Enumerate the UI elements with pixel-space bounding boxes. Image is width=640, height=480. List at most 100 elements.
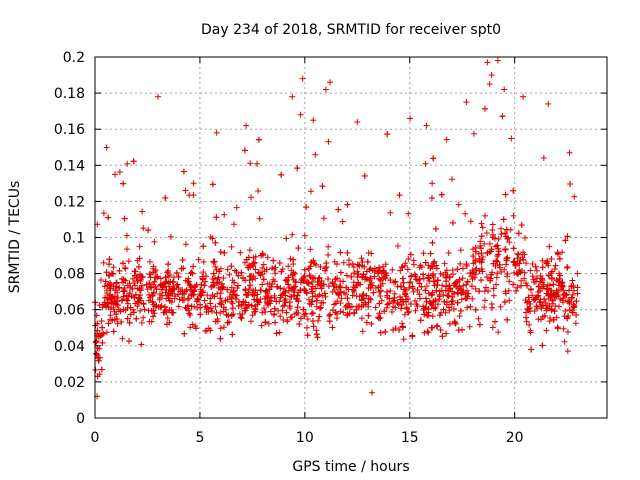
data-point xyxy=(340,309,347,316)
data-point xyxy=(462,210,469,217)
data-point xyxy=(381,273,388,280)
data-point xyxy=(221,249,228,256)
data-point xyxy=(429,239,436,246)
data-point xyxy=(552,262,559,269)
data-point xyxy=(501,86,508,93)
data-point xyxy=(353,282,360,289)
data-point xyxy=(307,188,314,195)
data-point xyxy=(252,287,259,294)
data-point xyxy=(407,115,414,122)
data-point xyxy=(470,253,477,260)
data-point xyxy=(481,105,488,112)
data-point xyxy=(527,267,534,274)
data-point xyxy=(312,261,319,268)
data-point xyxy=(470,130,477,137)
data-point xyxy=(134,298,141,305)
data-point xyxy=(170,285,177,292)
data-point xyxy=(363,319,370,326)
data-point xyxy=(368,320,375,327)
data-point xyxy=(472,306,479,313)
data-point xyxy=(503,226,510,233)
data-point xyxy=(122,264,129,271)
data-point xyxy=(421,311,428,318)
data-point xyxy=(475,250,482,257)
data-point xyxy=(263,287,270,294)
data-point xyxy=(235,302,242,309)
data-point xyxy=(260,276,267,283)
y-tick-label: 0.08 xyxy=(54,267,85,283)
data-point xyxy=(546,243,553,250)
data-point xyxy=(403,305,410,312)
data-point xyxy=(496,261,503,268)
data-point xyxy=(175,284,182,291)
data-point xyxy=(412,307,419,314)
data-point xyxy=(96,345,103,352)
data-point xyxy=(313,331,320,338)
data-point xyxy=(520,93,527,100)
data-point xyxy=(262,295,269,302)
data-point xyxy=(443,283,450,290)
data-point xyxy=(277,285,284,292)
data-point xyxy=(344,295,351,302)
data-point xyxy=(316,291,323,298)
data-point xyxy=(231,279,238,286)
data-point xyxy=(515,230,522,237)
data-point xyxy=(131,294,138,301)
data-point xyxy=(489,324,496,331)
data-point xyxy=(119,297,126,304)
data-point xyxy=(510,245,517,252)
data-point xyxy=(454,300,461,307)
data-point xyxy=(161,283,168,290)
data-point xyxy=(241,307,248,314)
data-point xyxy=(169,309,176,316)
x-tick-label: 15 xyxy=(401,430,419,446)
data-point xyxy=(247,160,254,167)
data-point xyxy=(329,324,336,331)
data-points xyxy=(92,57,581,400)
data-point xyxy=(506,239,513,246)
data-point xyxy=(259,309,266,316)
data-point xyxy=(133,274,140,281)
data-point xyxy=(263,266,270,273)
data-point xyxy=(99,324,106,331)
data-point xyxy=(397,267,404,274)
data-point xyxy=(573,312,580,319)
data-point xyxy=(270,257,277,264)
data-point xyxy=(239,274,246,281)
data-point xyxy=(322,265,329,272)
data-point xyxy=(308,310,315,317)
data-point xyxy=(427,265,434,272)
data-point xyxy=(473,265,480,272)
data-point xyxy=(558,282,565,289)
data-point xyxy=(151,310,158,317)
data-point xyxy=(190,180,197,187)
data-point xyxy=(105,320,112,327)
data-point xyxy=(467,303,474,310)
data-point xyxy=(318,277,325,284)
data-point xyxy=(335,206,342,213)
data-point xyxy=(405,210,412,217)
data-point xyxy=(259,281,266,288)
y-tick-label: 0.02 xyxy=(54,375,85,391)
data-point xyxy=(325,243,332,250)
data-point xyxy=(365,312,372,319)
data-point xyxy=(276,259,283,266)
data-point xyxy=(561,338,568,345)
data-point xyxy=(574,284,581,291)
data-point xyxy=(442,309,449,316)
data-point xyxy=(260,261,267,268)
data-point xyxy=(422,259,429,266)
data-point xyxy=(213,129,220,136)
data-point xyxy=(513,287,520,294)
data-point xyxy=(127,284,134,291)
data-point xyxy=(187,311,194,318)
x-tick-label: 20 xyxy=(506,430,524,446)
data-point xyxy=(224,266,231,273)
data-point xyxy=(221,211,228,218)
data-point xyxy=(127,311,134,318)
data-point xyxy=(153,286,160,293)
data-point xyxy=(140,225,147,232)
data-point xyxy=(536,299,543,306)
data-point xyxy=(246,273,253,280)
